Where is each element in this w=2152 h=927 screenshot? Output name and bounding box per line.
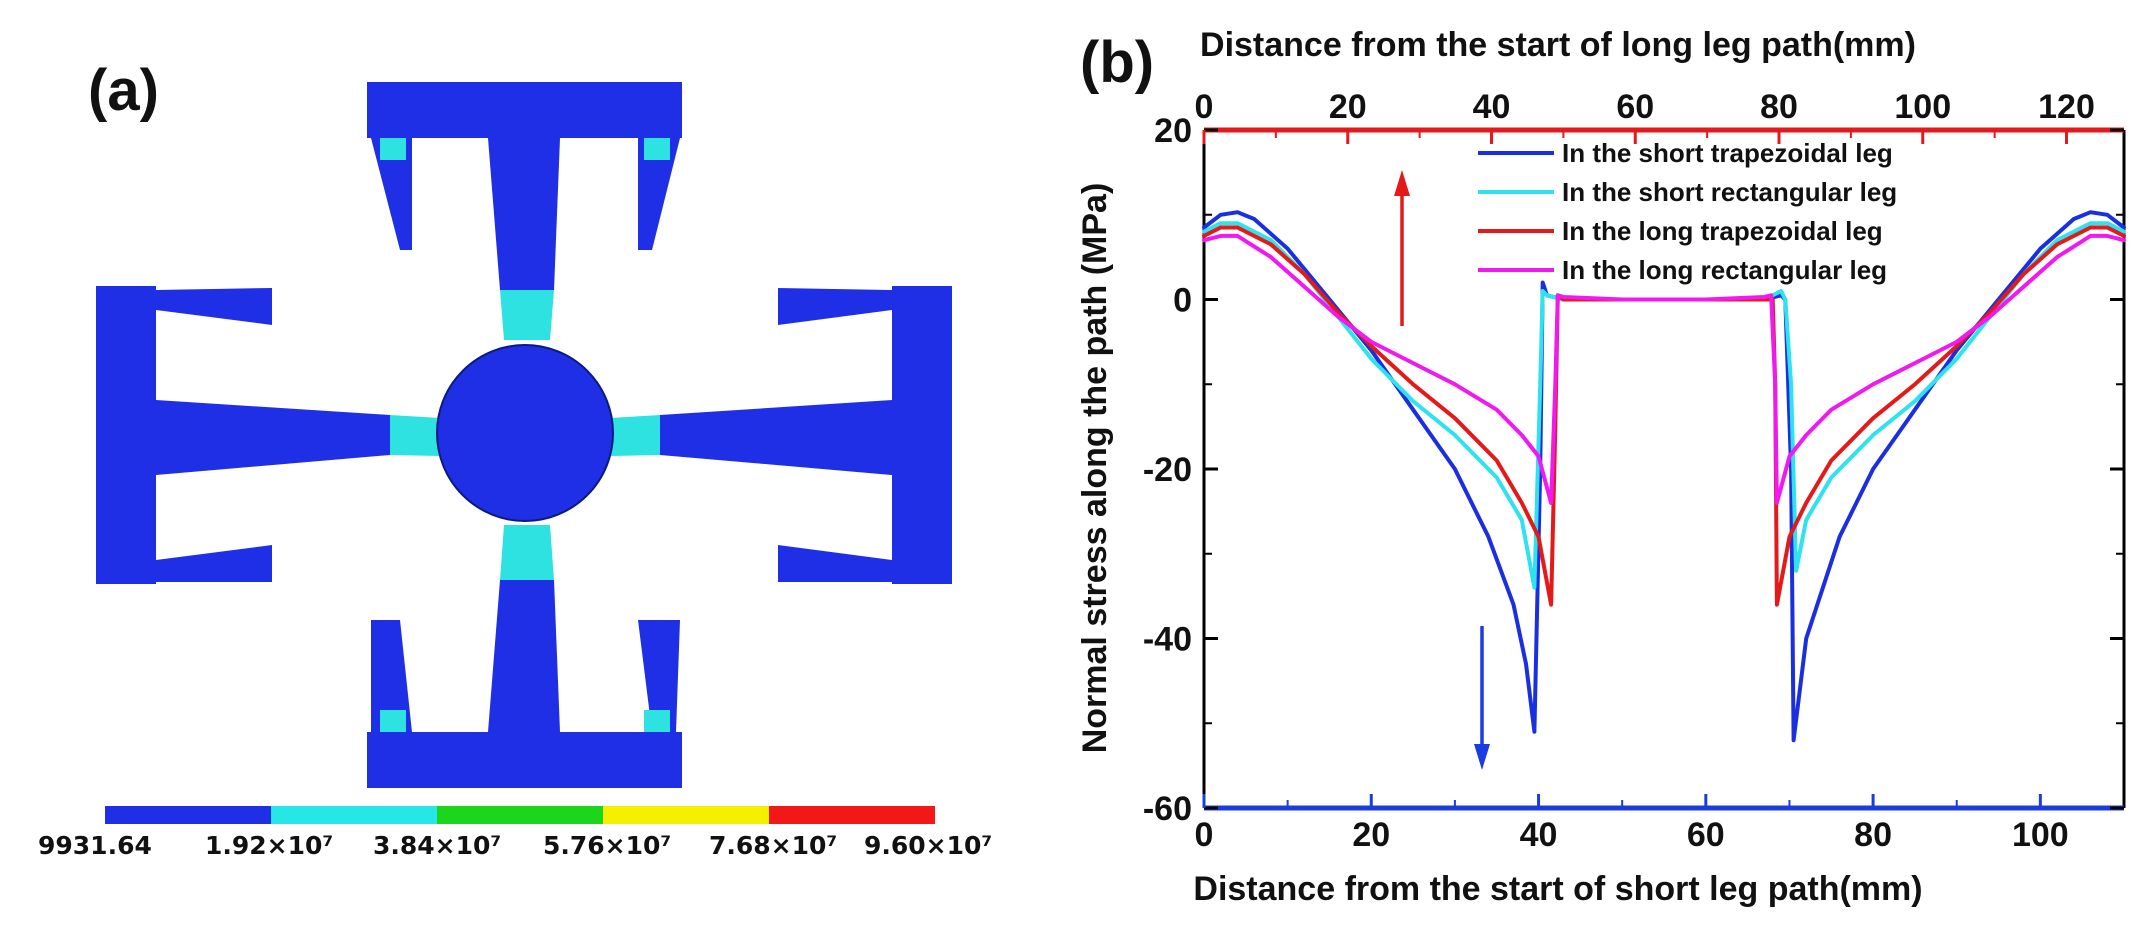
y-tick-label: -40 <box>1143 621 1192 659</box>
top-stem <box>488 138 560 290</box>
right-lower-fin <box>778 545 892 582</box>
top-left-fin-neck <box>380 138 406 160</box>
legend-label-1: In the short trapezoidal leg <box>1562 138 1893 168</box>
y-tick-label: 0 <box>1173 282 1192 320</box>
y-tick-label: -60 <box>1143 790 1192 828</box>
fem-model <box>96 82 952 788</box>
scale-label-3: 3.84×10⁷ <box>373 831 501 860</box>
chart-lines <box>1202 210 2126 743</box>
top-right-fin-neck <box>644 138 670 160</box>
scale-label-5: 7.68×10⁷ <box>709 831 837 860</box>
left-upper-fin <box>156 288 272 325</box>
bottom-flange <box>367 732 682 788</box>
color-scale: 9931.64 1.92×10⁷ 3.84×10⁷ 5.76×10⁷ 7.68×… <box>38 806 992 860</box>
bottom-stem <box>488 580 560 732</box>
scale-band-2 <box>271 806 437 824</box>
x2-tick-label: 120 <box>2038 88 2095 126</box>
bottom-left-fin <box>371 620 412 732</box>
top-x-axis-title: Distance from the start of long leg path… <box>1200 26 1916 64</box>
x-tick-label: 80 <box>1854 816 1892 854</box>
x2-tick-label: 20 <box>1329 88 1367 126</box>
scale-band-3 <box>437 806 603 824</box>
x2-tick-label: 40 <box>1473 88 1511 126</box>
compression-arrow <box>1474 626 1490 770</box>
x2-tick-label: 0 <box>1195 88 1214 126</box>
left-arm-neck <box>390 415 440 456</box>
scale-label-max: 9.60×10⁷ <box>864 831 992 860</box>
top-left-fin <box>371 138 412 250</box>
series-line-1 <box>1202 210 2126 743</box>
right-flange <box>892 286 952 584</box>
y-tick-label: -20 <box>1143 451 1192 489</box>
x-tick-label: 100 <box>2012 816 2069 854</box>
tension-arrow <box>1394 170 1410 326</box>
scale-band-4 <box>603 806 769 824</box>
x-tick-label: 20 <box>1352 816 1390 854</box>
bottom-right-fin <box>638 620 680 732</box>
left-lower-fin <box>156 545 272 582</box>
x2-tick-label: 80 <box>1760 88 1798 126</box>
x-tick-label: 60 <box>1687 816 1725 854</box>
left-flange <box>96 286 156 584</box>
left-arm <box>156 400 390 475</box>
scale-band-1 <box>105 806 271 824</box>
series-line-4 <box>1202 233 2126 505</box>
bottom-x-axis-title: Distance from the start of short leg pat… <box>1193 870 1922 908</box>
x-tick-label: 40 <box>1520 816 1558 854</box>
scale-label-2: 1.92×10⁷ <box>205 831 333 860</box>
legend-label-4: In the long rectangular leg <box>1562 255 1887 285</box>
legend-label-2: In the short rectangular leg <box>1562 177 1897 207</box>
y-axis-title: Normal stress along the path (MPa) <box>1076 183 1114 754</box>
central-hub <box>436 344 614 522</box>
panel-b: (b) Distance from the start of long leg … <box>1076 26 2126 908</box>
top-right-fin <box>638 138 680 250</box>
compression-arrow-head <box>1474 744 1490 770</box>
y-tick-label: 20 <box>1154 112 1192 150</box>
x2-tick-label: 100 <box>1894 88 1951 126</box>
top-stem-neck <box>500 290 554 340</box>
right-arm-neck <box>610 415 660 456</box>
scale-band-5 <box>769 806 935 824</box>
bottom-left-fin-neck <box>380 710 406 732</box>
bottom-right-fin-neck <box>644 710 670 732</box>
top-flange <box>367 82 682 138</box>
bottom-stem-neck <box>500 525 554 580</box>
chart-legend: In the short trapezoidal leg In the short… <box>1478 138 1897 285</box>
right-upper-fin <box>778 288 892 325</box>
panel-a-label: (a) <box>88 58 159 123</box>
x-tick-label: 0 <box>1195 816 1214 854</box>
panel-a: (a) <box>38 58 992 860</box>
scale-label-4: 5.76×10⁷ <box>543 831 671 860</box>
right-arm <box>660 400 892 475</box>
tension-arrow-head <box>1394 170 1410 196</box>
scale-label-min: 9931.64 <box>38 831 152 860</box>
x2-tick-label: 60 <box>1616 88 1654 126</box>
panel-b-label: (b) <box>1080 30 1154 95</box>
legend-label-3: In the long trapezoidal leg <box>1562 216 1883 246</box>
